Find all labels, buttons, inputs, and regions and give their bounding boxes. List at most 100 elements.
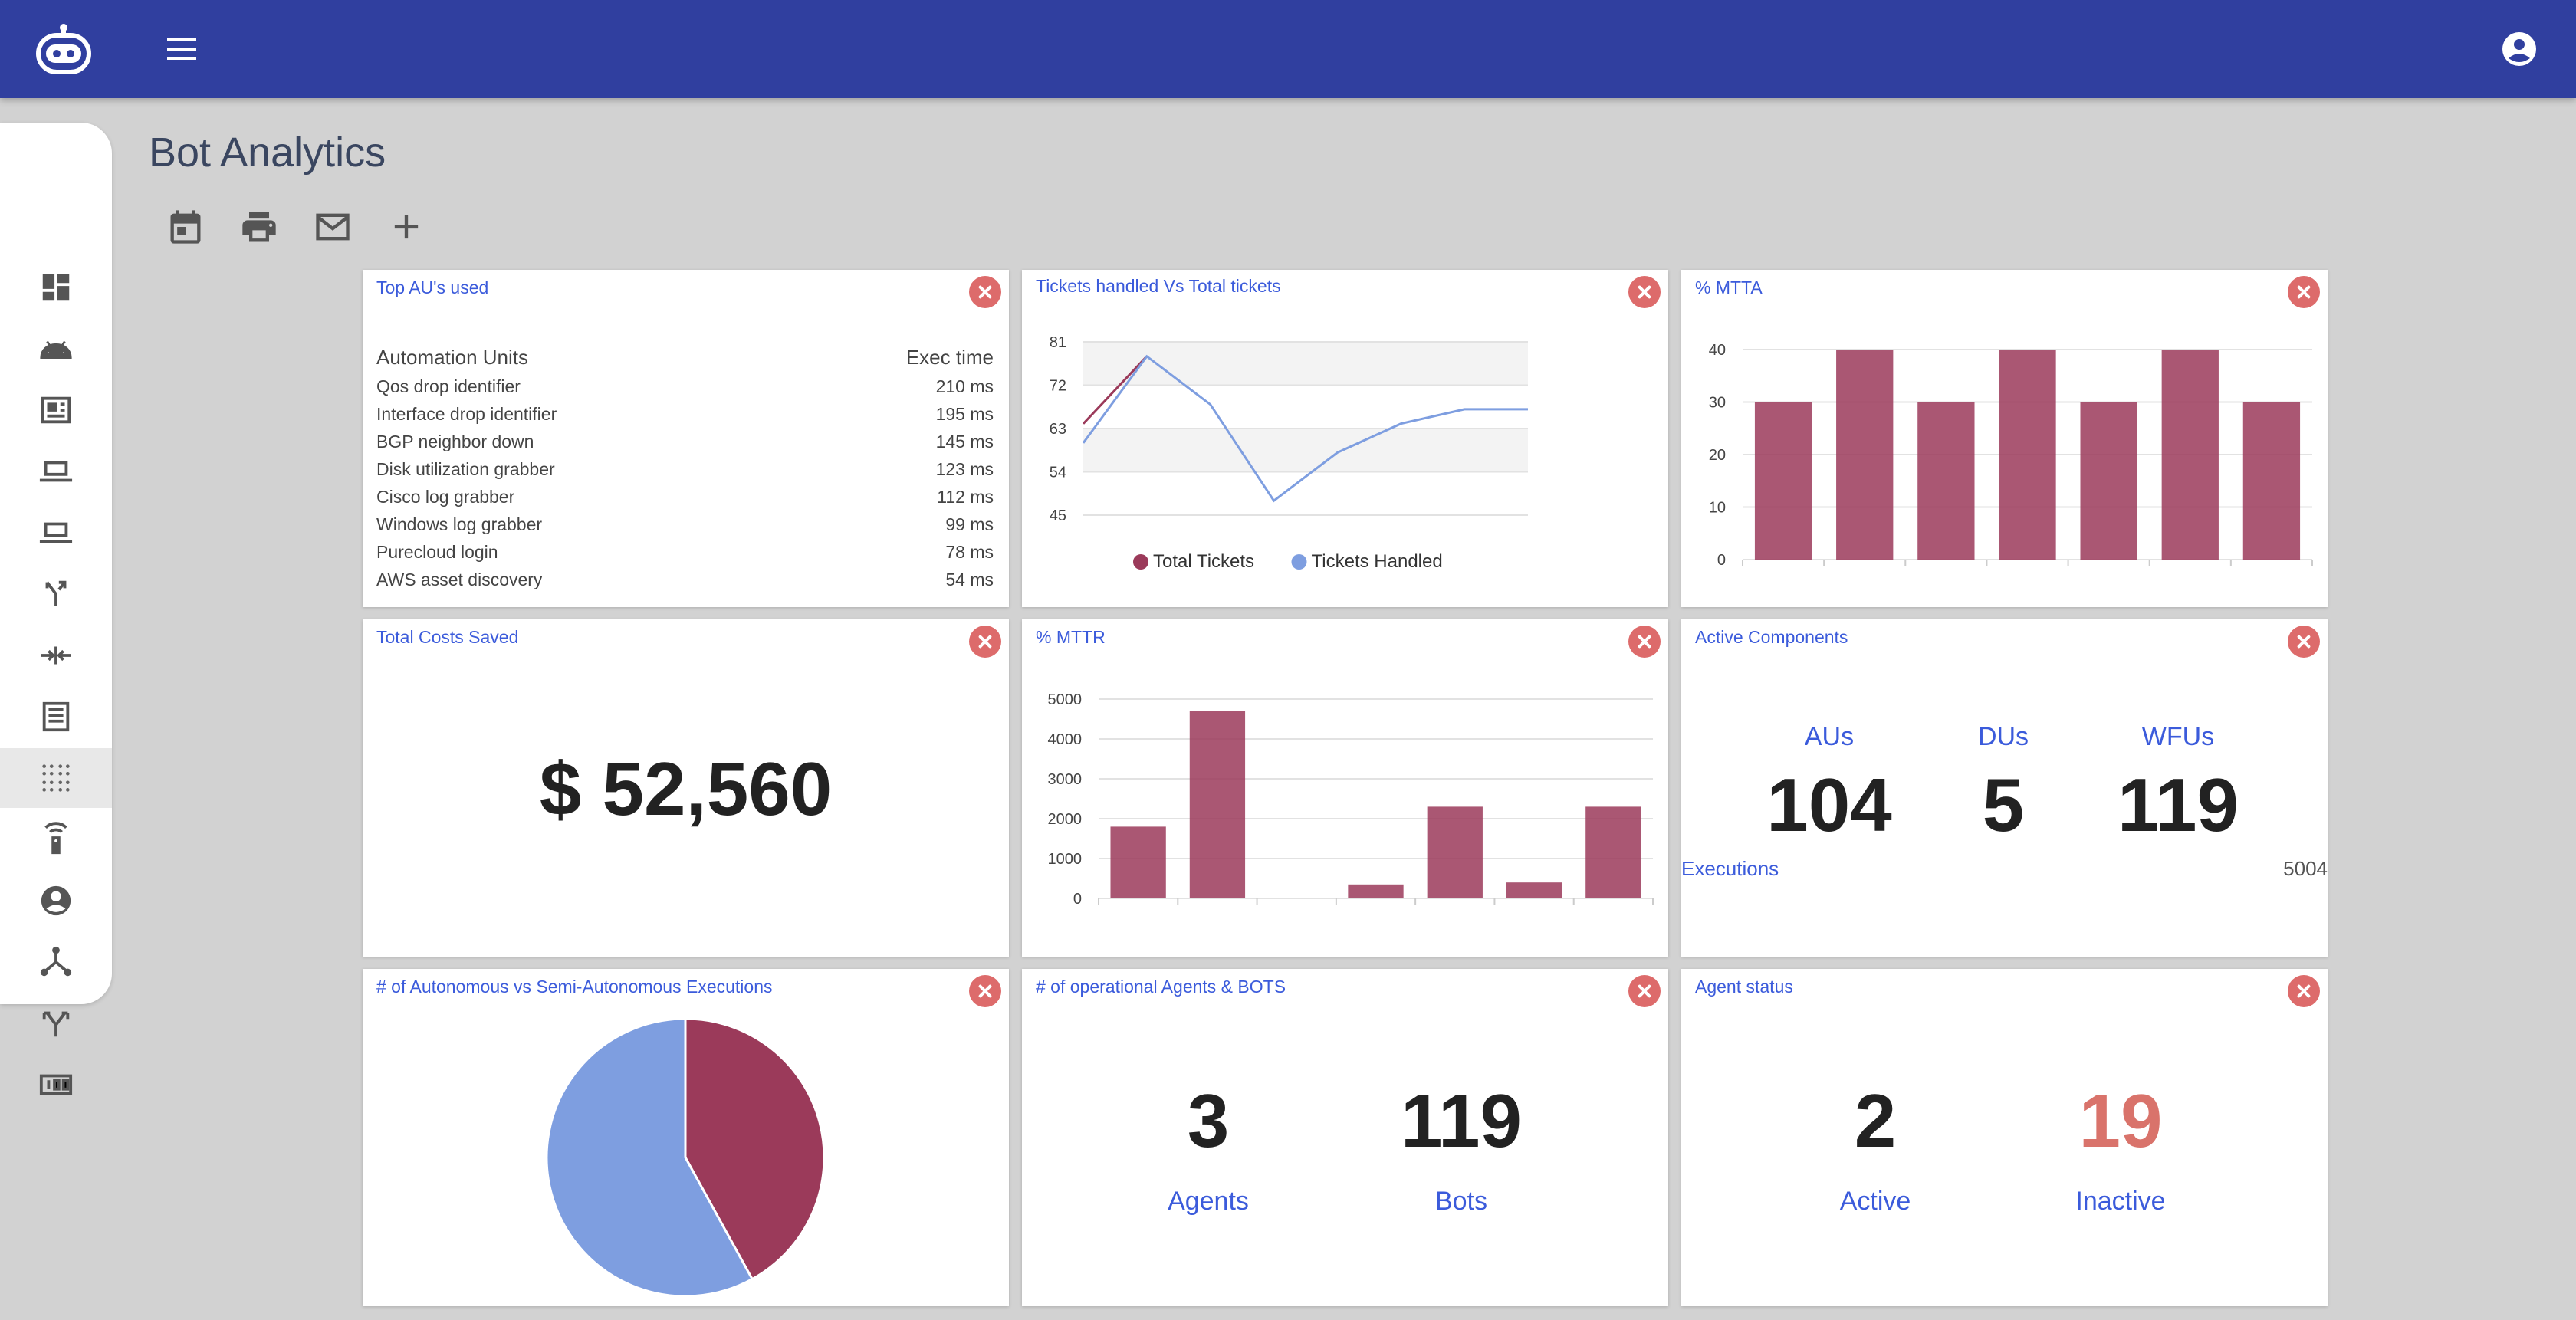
au-name: Purecloud login	[376, 541, 498, 562]
inactive-label: Inactive	[2075, 1187, 2166, 1216]
agents-value: 3	[1187, 1079, 1230, 1163]
card-title: Total Costs Saved	[376, 627, 519, 647]
table-row: Interface drop identifier 195 ms	[376, 400, 994, 428]
table-row: AWS asset discovery 54 ms	[376, 566, 994, 593]
card-title: # of operational Agents & BOTS	[1036, 977, 1286, 997]
card-title: Active Components	[1695, 627, 1848, 647]
list-doc-icon	[42, 701, 70, 732]
legend-label: Total Tickets	[1153, 551, 1254, 572]
table-row: Purecloud login 78 ms	[376, 538, 994, 566]
wfus-label: WFUs	[2141, 722, 2215, 751]
card-title: % MTTR	[1036, 627, 1106, 647]
total-costs-value: $ 52,560	[539, 747, 833, 831]
close-icon[interactable]	[969, 276, 1001, 308]
au-name: Disk utilization grabber	[376, 458, 555, 479]
y-tick-label: 4000	[1048, 731, 1083, 748]
bots-label: Bots	[1434, 1187, 1488, 1216]
close-icon[interactable]	[2288, 626, 2320, 658]
card-title: Top AU's used	[376, 277, 489, 297]
counter-icon	[39, 1074, 73, 1095]
tickets-line-chart: 45 54 63 72 81 Total Tickets Tickets Handled	[1050, 334, 1528, 572]
au-time: 123 ms	[935, 458, 994, 479]
sidebar-item-grid[interactable]	[0, 748, 112, 808]
card-operational: # of operational Agents & BOTS 3 119 Age…	[1022, 969, 1668, 1306]
close-icon[interactable]	[1628, 975, 1661, 1007]
hamburger-menu-icon[interactable]	[163, 32, 201, 66]
inactive-agents-value: 19	[2078, 1079, 2163, 1163]
print-icon[interactable]	[239, 207, 279, 247]
bar	[2080, 402, 2137, 560]
aus-value: 104	[1766, 763, 1892, 847]
card-agent-status: Agent status 2 19 Active Inactive	[1681, 969, 2328, 1306]
card-autonomous: # of Autonomous vs Semi-Autonomous Execu…	[363, 969, 1009, 1306]
y-tick-label: 81	[1050, 334, 1066, 351]
sidebar-item-dashboard[interactable]	[0, 258, 112, 317]
y-tick-label: 10	[1709, 500, 1726, 517]
active-label: Active	[1839, 1187, 1911, 1216]
table-header: Automation Units Exec time	[376, 342, 994, 373]
y-tick-label: 0	[1717, 552, 1726, 569]
robot-icon[interactable]	[34, 23, 94, 75]
sidebar-item-hub[interactable]	[0, 932, 112, 992]
add-icon[interactable]	[386, 207, 426, 247]
column-header: Automation Units	[376, 345, 528, 369]
legend-label: Tickets Handled	[1312, 551, 1443, 572]
au-time: 195 ms	[935, 403, 994, 424]
side-navigation	[0, 123, 112, 1095]
bar	[1506, 882, 1562, 898]
sidebar-item-android[interactable]	[0, 319, 112, 379]
y-tick-label: 0	[1073, 891, 1082, 908]
pie-slice	[545, 1017, 754, 1298]
au-time: 145 ms	[935, 431, 994, 451]
dashboard-icon	[42, 274, 70, 301]
au-time: 112 ms	[937, 486, 994, 507]
android-icon	[40, 340, 72, 359]
au-name: Interface drop identifier	[376, 403, 557, 424]
mail-icon[interactable]	[313, 207, 353, 247]
sidebar-item-laptop[interactable]	[0, 442, 112, 501]
card-top-aus: Top AU's used Automation Units Exec time…	[363, 270, 1009, 607]
close-icon[interactable]	[1628, 276, 1661, 308]
au-table: Automation Units Exec time Qos drop iden…	[376, 342, 994, 593]
card-title: # of Autonomous vs Semi-Autonomous Execu…	[376, 977, 773, 997]
hub-icon	[40, 946, 72, 977]
calendar-icon[interactable]	[166, 207, 205, 247]
close-icon[interactable]	[2288, 975, 2320, 1007]
wfus-value: 119	[2117, 763, 2239, 847]
sidebar-item-laptop-2[interactable]	[0, 503, 112, 563]
active-agents-value: 2	[1854, 1079, 1897, 1163]
sidebar-item-account[interactable]	[0, 871, 112, 931]
bar	[1585, 806, 1641, 898]
series-line-total-tickets	[1082, 355, 1148, 425]
bar	[2161, 350, 2219, 560]
legend-marker	[1291, 554, 1307, 570]
pie-slice	[684, 1017, 826, 1281]
autonomous-pie-chart	[545, 1017, 826, 1298]
y-tick-label: 20	[1709, 447, 1726, 464]
close-icon[interactable]	[969, 975, 1001, 1007]
y-tick-label: 54	[1050, 465, 1066, 481]
account-circle-icon[interactable]	[2499, 29, 2539, 69]
sidebar-item-article[interactable]	[0, 380, 112, 440]
close-icon[interactable]	[2288, 276, 2320, 308]
bots-value: 119	[1400, 1079, 1523, 1163]
compress-arrows-icon	[41, 646, 71, 665]
bar	[1427, 806, 1483, 898]
sidebar-item-fork[interactable]	[0, 993, 112, 1053]
agents-label: Agents	[1168, 1187, 1249, 1216]
sidebar-item-list[interactable]	[0, 687, 112, 747]
laptop-icon	[39, 522, 73, 543]
sidebar-item-merge[interactable]	[0, 564, 112, 624]
dus-value: 5	[1982, 763, 2025, 847]
sidebar-item-compress[interactable]	[0, 626, 112, 685]
close-icon[interactable]	[969, 626, 1001, 658]
close-icon[interactable]	[1628, 626, 1661, 658]
au-name: Cisco log grabber	[376, 486, 515, 507]
sidebar-item-counter[interactable]	[0, 1055, 112, 1115]
mttr-bar-chart: 0 1000 2000 3000 4000 5000	[1048, 691, 1654, 908]
sidebar-item-remote[interactable]	[0, 809, 112, 869]
y-tick-label: 2000	[1048, 811, 1083, 828]
bar	[1110, 826, 1166, 898]
series-line-tickets-handled	[1082, 354, 1528, 503]
au-name: AWS asset discovery	[376, 569, 543, 589]
